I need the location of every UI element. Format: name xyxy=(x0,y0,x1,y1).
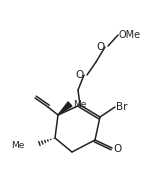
Text: Me: Me xyxy=(73,100,86,108)
Text: O: O xyxy=(113,144,121,154)
Text: OMe: OMe xyxy=(119,30,141,40)
Text: Me: Me xyxy=(12,141,25,149)
Text: Br: Br xyxy=(116,102,127,112)
Text: O: O xyxy=(76,70,84,80)
Polygon shape xyxy=(58,102,72,115)
Text: O: O xyxy=(97,42,105,52)
